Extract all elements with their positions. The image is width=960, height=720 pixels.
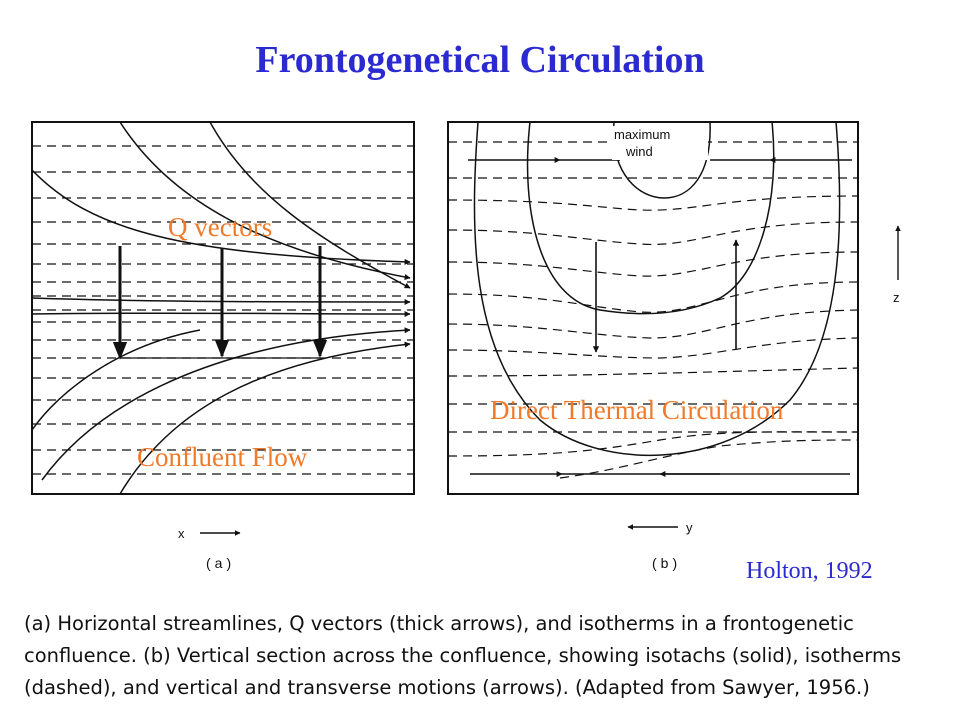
caption-line: (dashed), and vertical and transverse mo… <box>24 676 870 699</box>
panel-a-streamlines <box>32 122 411 494</box>
z-axis-indicator: z <box>893 225 901 305</box>
panel-b-label: (b) <box>652 555 681 571</box>
panel-a-isotherms <box>32 145 414 475</box>
max-wind-line2: wind <box>625 144 653 159</box>
q-vector-arrows <box>112 246 328 360</box>
panel-a-frame <box>31 121 415 495</box>
panel-b-frame <box>447 121 859 495</box>
frontogenesis-figure: Q vectors Confluent Flow x (a) <box>31 121 901 584</box>
z-axis-label: z <box>893 290 900 305</box>
x-axis-label: x <box>178 526 185 541</box>
y-axis-label: y <box>686 520 693 535</box>
maximum-wind-label: maximum wind <box>612 126 708 160</box>
caption-line: (a) Horizontal streamlines, Q vectors (t… <box>24 612 854 635</box>
x-axis-indicator: x <box>178 526 241 541</box>
transverse-arrows <box>468 157 852 477</box>
panel-a: Q vectors Confluent Flow x (a) <box>31 121 415 571</box>
direct-thermal-circulation-label: Direct Thermal Circulation <box>490 395 784 425</box>
q-vectors-label: Q vectors <box>168 212 272 242</box>
caption-line: confluence. (b) Vertical section across … <box>24 644 902 667</box>
panel-b-isotachs <box>473 122 841 457</box>
panel-b: maximum wind z Direct Thermal Circulatio… <box>447 121 901 584</box>
vertical-motion-arrows <box>592 239 740 353</box>
panel-a-label: (a) <box>206 555 235 571</box>
confluent-flow-label: Confluent Flow <box>137 442 308 472</box>
panel-b-isotherms <box>448 141 858 479</box>
page-title: Frontogenetical Circulation <box>255 39 705 81</box>
figure-caption: (a) Horizontal streamlines, Q vectors (t… <box>24 608 954 704</box>
y-axis-indicator: y <box>627 520 693 535</box>
max-wind-line1: maximum <box>614 127 670 142</box>
citation: Holton, 1992 <box>746 558 873 584</box>
